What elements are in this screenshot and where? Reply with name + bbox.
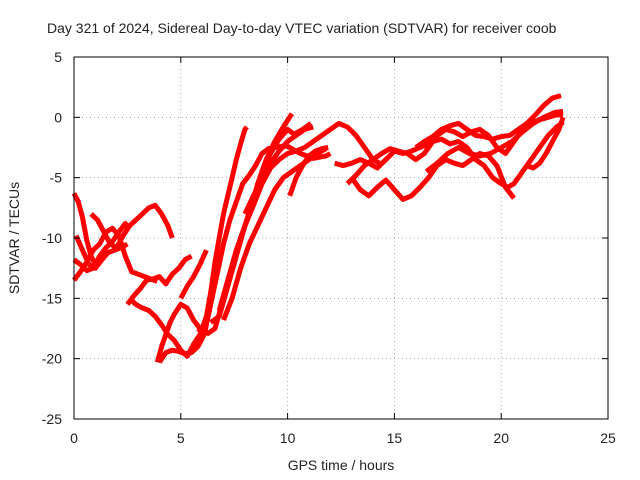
axis-ticks: 0 5 10 15 20 25 -25 -20 -15 -10 -5 0 5 — [42, 49, 616, 446]
y-tick-label: 5 — [54, 49, 62, 65]
y-tick-label: -20 — [42, 351, 62, 367]
series-line-arc-8 — [154, 301, 202, 363]
x-tick-label: 10 — [280, 430, 296, 446]
series-line-arc-10 — [178, 249, 209, 300]
y-tick-label: -5 — [50, 170, 63, 186]
x-tick-label: 5 — [177, 430, 185, 446]
series-line-arc-5 — [89, 202, 175, 251]
series-line-arc-9 — [157, 143, 332, 364]
y-tick-label: -15 — [42, 290, 62, 306]
y-tick-label: -25 — [42, 411, 62, 427]
x-tick-label: 15 — [387, 430, 403, 446]
y-tick-label: 0 — [54, 109, 62, 125]
series-line-arc-16 — [242, 124, 314, 215]
x-tick-label: 25 — [600, 430, 616, 446]
series-line-arc-21 — [414, 93, 562, 150]
data-series-group — [71, 93, 566, 364]
series-line-arc-22 — [424, 108, 564, 174]
x-tick-label: 20 — [493, 430, 509, 446]
x-tick-label: 0 — [70, 430, 78, 446]
series-line-arc-4 — [72, 225, 159, 284]
series-line-arc-14 — [216, 120, 381, 312]
chart-title: Day 321 of 2024, Sidereal Day-to-day VTE… — [47, 20, 557, 36]
y-tick-label: -10 — [42, 230, 62, 246]
y-axis-label: SDTVAR / TECUs — [6, 182, 22, 294]
series-line-arc-23 — [525, 116, 566, 171]
x-axis-label: GPS time / hours — [288, 457, 395, 473]
series-line-arc-6 — [125, 253, 193, 306]
series-line-arc-11 — [196, 125, 249, 335]
series-line-arc-17 — [287, 145, 329, 197]
